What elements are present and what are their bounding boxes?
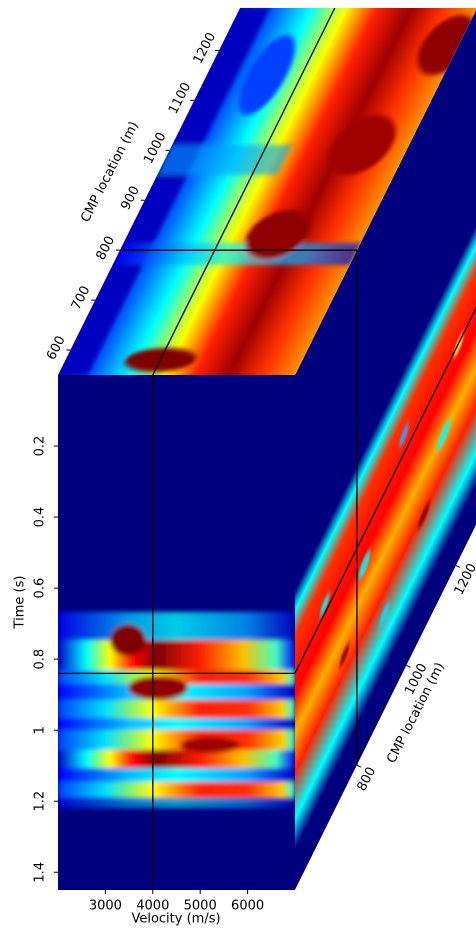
time-slice [294, 306, 476, 674]
y-tick-label: 0.8 [33, 649, 48, 670]
top-tick-label: 600 [44, 334, 69, 363]
x-tick-label: 4000 [136, 899, 169, 914]
y-tick-label: 1 [33, 726, 48, 734]
top-tick-label: 700 [69, 284, 94, 313]
top-face [58, 8, 476, 375]
top-tick-label: 800 [94, 234, 119, 263]
side-tick-label: 800 [355, 765, 380, 794]
velocity-slice [152, 7, 336, 376]
side-tick [356, 764, 362, 768]
x-tick-label: 5000 [184, 899, 217, 914]
y-tick-label: 0.4 [33, 507, 48, 528]
top-tick-label: 900 [118, 184, 143, 213]
side-tick [455, 564, 461, 568]
y-tick-label: 1.4 [33, 862, 48, 883]
x-tick-label: 6000 [231, 899, 264, 914]
side-tick [406, 664, 411, 668]
y-tick-label: 1.2 [33, 791, 48, 812]
x-axis-label: Velocity (m/s) [131, 912, 220, 927]
x-tick-label: 3000 [89, 899, 122, 914]
y-axis-label: Time (s) [13, 576, 28, 630]
side-tick-label: 1200 [452, 561, 476, 597]
y-tick-label: 0.2 [33, 436, 48, 457]
y-tick-label: 0.6 [33, 578, 48, 599]
front-face [58, 375, 295, 890]
side-face [295, 8, 476, 890]
